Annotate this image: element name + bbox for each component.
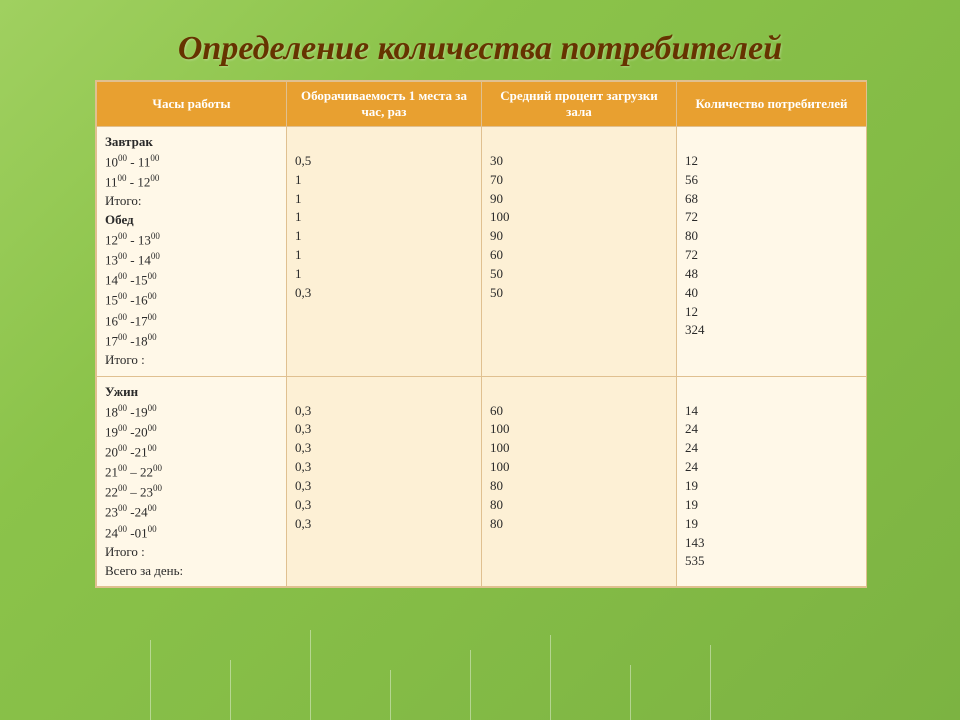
table-header-row: Часы работы Оборачиваемость 1 места за ч… bbox=[97, 82, 867, 127]
decorative-lines bbox=[0, 580, 960, 720]
block-breakfast-lunch: Завтрак1000 - 11001100 - 1200Итого:Обед1… bbox=[97, 127, 867, 377]
col-consumers: Количество потребителей bbox=[677, 82, 867, 127]
cell-load-2: 60100100100808080 bbox=[482, 376, 677, 587]
col-turnover: Оборачиваемость 1 места за час, раз bbox=[287, 82, 482, 127]
cell-load-1: 30709010090605050 bbox=[482, 127, 677, 377]
cell-consumers-1: 125668728072484012324 bbox=[677, 127, 867, 377]
block-dinner: Ужин1800 -19001900 -20002000 -21002100 –… bbox=[97, 376, 867, 587]
cell-hours-2: Ужин1800 -19001900 -20002000 -21002100 –… bbox=[97, 376, 287, 587]
col-hours: Часы работы bbox=[97, 82, 287, 127]
cell-hours-1: Завтрак1000 - 11001100 - 1200Итого:Обед1… bbox=[97, 127, 287, 377]
cell-turnover-1: 0,51111110,3 bbox=[287, 127, 482, 377]
consumers-table: Часы работы Оборачиваемость 1 места за ч… bbox=[95, 80, 867, 588]
cell-consumers-2: 14242424191919143535 bbox=[677, 376, 867, 587]
cell-turnover-2: 0,30,30,30,30,30,30,3 bbox=[287, 376, 482, 587]
page-title: Определение количества потребителей bbox=[0, 30, 960, 68]
col-load: Средний процент загрузки зала bbox=[482, 82, 677, 127]
